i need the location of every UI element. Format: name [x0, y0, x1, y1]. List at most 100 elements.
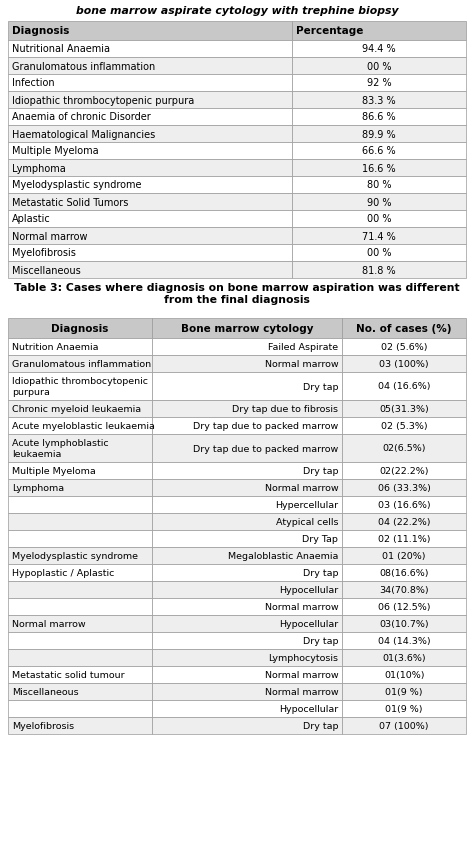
- Text: 08(16.6%): 08(16.6%): [379, 568, 429, 577]
- Text: 02 (5.6%): 02 (5.6%): [381, 343, 428, 352]
- Bar: [152, 649, 342, 666]
- Text: 01 (20%): 01 (20%): [383, 551, 426, 560]
- Text: 06 (33.3%): 06 (33.3%): [378, 484, 430, 492]
- Text: 03(10.7%): 03(10.7%): [379, 619, 429, 628]
- Bar: [342, 513, 466, 530]
- Text: Normal marrow: Normal marrow: [264, 603, 338, 611]
- Bar: [342, 372, 466, 401]
- Bar: [8, 717, 152, 734]
- Text: Lymphocytosis: Lymphocytosis: [268, 653, 338, 663]
- Text: Hypocellular: Hypocellular: [279, 585, 338, 594]
- Text: 02 (11.1%): 02 (11.1%): [378, 534, 430, 544]
- Bar: [292, 92, 466, 109]
- Bar: [8, 355, 152, 372]
- Text: Normal marrow: Normal marrow: [264, 670, 338, 679]
- Text: Dry tap: Dry tap: [303, 721, 338, 730]
- Bar: [152, 565, 342, 582]
- Bar: [8, 513, 152, 530]
- Text: 94.4 %: 94.4 %: [362, 45, 396, 54]
- Bar: [8, 228, 292, 245]
- Text: Dry Tap: Dry Tap: [302, 534, 338, 544]
- Text: 04 (22.2%): 04 (22.2%): [378, 517, 430, 527]
- Text: Miscellaneous: Miscellaneous: [12, 687, 79, 696]
- Bar: [8, 126, 292, 143]
- Text: Hypocellular: Hypocellular: [279, 619, 338, 628]
- Text: 01(9 %): 01(9 %): [385, 687, 423, 696]
- Bar: [8, 683, 152, 701]
- Bar: [292, 75, 466, 92]
- Text: Miscellaneous: Miscellaneous: [12, 265, 81, 275]
- Bar: [342, 683, 466, 701]
- Text: 01(9 %): 01(9 %): [385, 704, 423, 713]
- Bar: [152, 435, 342, 463]
- Text: 66.6 %: 66.6 %: [362, 146, 396, 156]
- Bar: [342, 666, 466, 683]
- Bar: [152, 355, 342, 372]
- Text: 03 (100%): 03 (100%): [379, 360, 429, 369]
- Text: 07 (100%): 07 (100%): [379, 721, 429, 730]
- Text: 01(3.6%): 01(3.6%): [383, 653, 426, 663]
- Text: Aplastic: Aplastic: [12, 214, 51, 225]
- Text: Table 3: Cases where diagnosis on bone marrow aspiration was different
from the : Table 3: Cases where diagnosis on bone m…: [14, 283, 460, 304]
- Bar: [8, 496, 152, 513]
- Text: 86.6 %: 86.6 %: [362, 112, 396, 122]
- Text: 00 %: 00 %: [367, 248, 391, 258]
- Text: Dry tap: Dry tap: [303, 467, 338, 475]
- Bar: [8, 109, 292, 126]
- Bar: [8, 262, 292, 279]
- Text: 01(10%): 01(10%): [384, 670, 424, 679]
- Bar: [342, 401, 466, 418]
- Text: Dry tap due to packed marrow: Dry tap due to packed marrow: [193, 421, 338, 430]
- Bar: [292, 126, 466, 143]
- Text: 34(70.8%): 34(70.8%): [379, 585, 429, 594]
- Bar: [152, 401, 342, 418]
- Text: Bone marrow cytology: Bone marrow cytology: [181, 323, 314, 333]
- Bar: [8, 92, 292, 109]
- Text: Myelodysplastic syndrome: Myelodysplastic syndrome: [12, 181, 142, 190]
- Bar: [342, 598, 466, 615]
- Bar: [8, 211, 292, 228]
- Bar: [292, 262, 466, 279]
- Bar: [8, 176, 292, 194]
- Text: Hypoplastic / Aplastic: Hypoplastic / Aplastic: [12, 568, 114, 577]
- Bar: [292, 160, 466, 176]
- Bar: [342, 418, 466, 435]
- Text: Chronic myeloid leukaemia: Chronic myeloid leukaemia: [12, 404, 141, 414]
- Bar: [8, 22, 292, 41]
- Text: Multiple Myeloma: Multiple Myeloma: [12, 146, 99, 156]
- Bar: [8, 372, 152, 401]
- Text: 90 %: 90 %: [367, 197, 391, 208]
- Bar: [342, 649, 466, 666]
- Bar: [8, 75, 292, 92]
- Text: Failed Aspirate: Failed Aspirate: [268, 343, 338, 352]
- Bar: [342, 615, 466, 632]
- Bar: [152, 418, 342, 435]
- Text: 00 %: 00 %: [367, 214, 391, 225]
- Bar: [292, 143, 466, 160]
- Bar: [292, 211, 466, 228]
- Text: Myelodysplastic syndrome: Myelodysplastic syndrome: [12, 551, 138, 560]
- Text: Dry tap due to fibrosis: Dry tap due to fibrosis: [232, 404, 338, 414]
- Text: Idiopathic thrombocytopenic
purpura: Idiopathic thrombocytopenic purpura: [12, 377, 148, 396]
- Bar: [152, 701, 342, 717]
- Bar: [152, 598, 342, 615]
- Bar: [342, 479, 466, 496]
- Bar: [292, 176, 466, 194]
- Text: Normal marrow: Normal marrow: [12, 619, 86, 628]
- Text: 89.9 %: 89.9 %: [362, 129, 396, 139]
- Bar: [8, 582, 152, 598]
- Bar: [8, 548, 152, 565]
- Bar: [8, 435, 152, 463]
- Text: 71.4 %: 71.4 %: [362, 231, 396, 241]
- Bar: [8, 418, 152, 435]
- Bar: [342, 582, 466, 598]
- Text: Atypical cells: Atypical cells: [276, 517, 338, 527]
- Bar: [8, 530, 152, 548]
- Text: Acute lymphoblastic
leukaemia: Acute lymphoblastic leukaemia: [12, 439, 109, 458]
- Text: Granulomatous inflammation: Granulomatous inflammation: [12, 62, 155, 72]
- Text: Granulomatous inflammation: Granulomatous inflammation: [12, 360, 151, 369]
- Bar: [292, 194, 466, 211]
- Bar: [342, 632, 466, 649]
- Text: Lymphoma: Lymphoma: [12, 484, 64, 492]
- Bar: [8, 338, 152, 355]
